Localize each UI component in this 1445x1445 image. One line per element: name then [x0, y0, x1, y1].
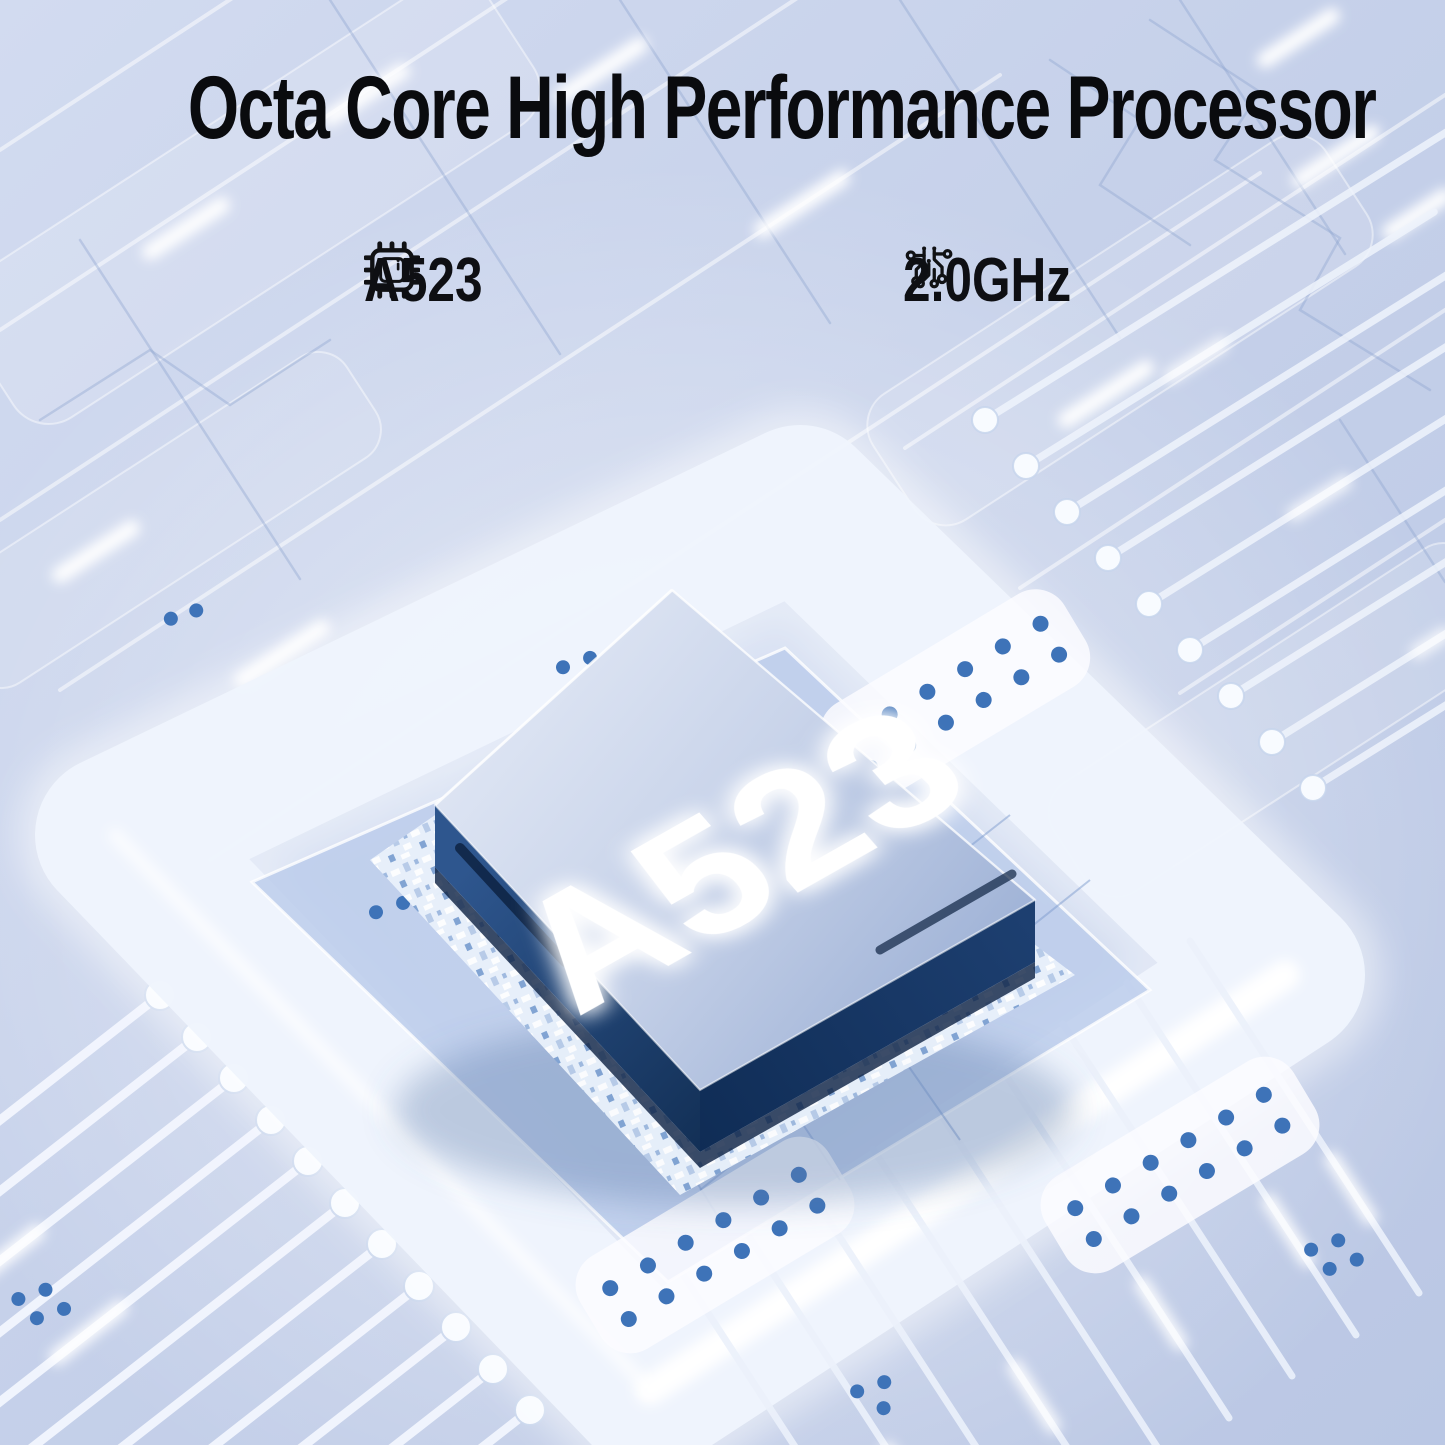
rails-right [971, 128, 1445, 802]
chip-3d: A523 [370, 588, 1075, 1205]
cpu-chip-icon [364, 241, 420, 299]
page-title: Octa Core High Performance Processor [187, 57, 1377, 157]
spec-processor-model: A523 [364, 240, 512, 320]
clock-speed-label: 2.0GHz [903, 245, 1072, 315]
spec-clock-speed: 2.0GHz [903, 240, 1113, 320]
frequency-circuit-icon [905, 246, 953, 289]
spec-row: A523 [0, 240, 1445, 330]
processor-model-label: A523 [364, 245, 483, 315]
